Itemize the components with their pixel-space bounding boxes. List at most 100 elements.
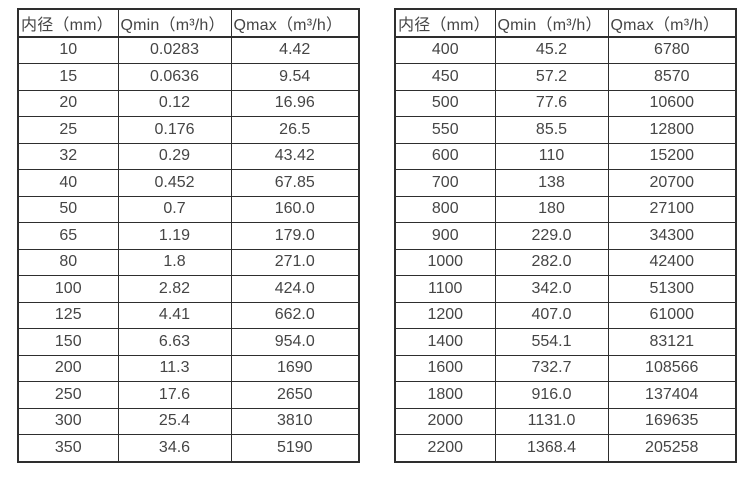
table-cell: 1100 [394,275,496,303]
table-cell: 1600 [394,354,496,382]
table-row: 15 0.0636 9.54 [17,63,360,91]
table-cell: 138 [494,169,609,197]
table-cell: 25.4 [117,407,232,435]
table-row: 900 229.0 34300 [394,222,737,250]
table-cell: 1690 [230,354,360,382]
table-row: 1800 916.0 137404 [394,381,737,409]
table-row: 10 0.0283 4.42 [17,36,360,64]
table-row: 250 17.6 2650 [17,381,360,409]
column-header: Qmin（m³/h） [494,8,609,38]
table-cell: 2.82 [117,275,232,303]
table-cell: 5190 [230,434,360,462]
table-row: 800 180 27100 [394,195,737,223]
table-cell: 42400 [607,248,737,276]
table-cell: 179.0 [230,222,360,250]
flow-rate-table-large-diameters: 内径（mm） Qmin（m³/h） Qmax（m³/h） 400 45.2 6780 450… [394,8,737,463]
table-row: 2200 1368.4 205258 [394,434,737,462]
table-cell: 8570 [607,63,737,91]
table-cell: 2200 [394,434,496,462]
table-cell: 10600 [607,89,737,117]
table-cell: 51300 [607,275,737,303]
table-cell: 34.6 [117,434,232,462]
table-cell: 0.0636 [117,63,232,91]
table-cell: 450 [394,63,496,91]
table-row: 350 34.6 5190 [17,434,360,462]
table-cell: 4.41 [117,301,232,329]
header-row: 内径（mm） Qmin（m³/h） Qmax（m³/h） [394,8,737,38]
table-row: 125 4.41 662.0 [17,301,360,329]
table-cell: 916.0 [494,381,609,409]
table-cell: 0.29 [117,142,232,170]
table-cell: 85.5 [494,116,609,144]
flow-rate-tables-page: 内径（mm） Qmin（m³/h） Qmax（m³/h） 10 0.0283 4.42 15… [17,8,737,463]
table-cell: 65 [17,222,119,250]
table-cell: 61000 [607,301,737,329]
table-cell: 100 [17,275,119,303]
table-cell: 0.0283 [117,36,232,64]
table-row: 600 110 15200 [394,142,737,170]
table-row: 100 2.82 424.0 [17,275,360,303]
table-cell: 662.0 [230,301,360,329]
table-cell: 1368.4 [494,434,609,462]
table-row: 65 1.19 179.0 [17,222,360,250]
table-cell: 10 [17,36,119,64]
table-row: 700 138 20700 [394,169,737,197]
table-cell: 350 [17,434,119,462]
table-row: 32 0.29 43.42 [17,142,360,170]
table-cell: 1131.0 [494,407,609,435]
table-cell: 6.63 [117,328,232,356]
table-row: 500 77.6 10600 [394,89,737,117]
table-cell: 160.0 [230,195,360,223]
table-cell: 6780 [607,36,737,64]
table-cell: 43.42 [230,142,360,170]
table-cell: 77.6 [494,89,609,117]
table-cell: 229.0 [494,222,609,250]
table-cell: 1200 [394,301,496,329]
table-cell: 25 [17,116,119,144]
table-cell: 20700 [607,169,737,197]
table-row: 400 45.2 6780 [394,36,737,64]
table-cell: 0.176 [117,116,232,144]
table-cell: 954.0 [230,328,360,356]
table-cell: 550 [394,116,496,144]
table-cell: 342.0 [494,275,609,303]
table-cell: 17.6 [117,381,232,409]
table-cell: 424.0 [230,275,360,303]
table-row: 1600 732.7 108566 [394,354,737,382]
table-cell: 2000 [394,407,496,435]
table-cell: 83121 [607,328,737,356]
table-cell: 300 [17,407,119,435]
table-cell: 32 [17,142,119,170]
table-row: 80 1.8 271.0 [17,248,360,276]
table-cell: 57.2 [494,63,609,91]
table-row: 550 85.5 12800 [394,116,737,144]
table-cell: 282.0 [494,248,609,276]
table-row: 2000 1131.0 169635 [394,407,737,435]
table-cell: 27100 [607,195,737,223]
table-cell: 0.452 [117,169,232,197]
table-cell: 137404 [607,381,737,409]
table-row: 150 6.63 954.0 [17,328,360,356]
table-cell: 40 [17,169,119,197]
table-row: 450 57.2 8570 [394,63,737,91]
table-cell: 554.1 [494,328,609,356]
table-cell: 45.2 [494,36,609,64]
table-row: 1000 282.0 42400 [394,248,737,276]
table-cell: 80 [17,248,119,276]
table-row: 25 0.176 26.5 [17,116,360,144]
table-cell: 500 [394,89,496,117]
table-cell: 2650 [230,381,360,409]
column-header: 内径（mm） [17,8,119,38]
table-cell: 1000 [394,248,496,276]
table-cell: 16.96 [230,89,360,117]
table-cell: 1.8 [117,248,232,276]
table-cell: 150 [17,328,119,356]
table-cell: 400 [394,36,496,64]
table-cell: 250 [17,381,119,409]
table-cell: 34300 [607,222,737,250]
table-row: 1100 342.0 51300 [394,275,737,303]
table-cell: 205258 [607,434,737,462]
table-cell: 12800 [607,116,737,144]
table-row: 1400 554.1 83121 [394,328,737,356]
table-cell: 271.0 [230,248,360,276]
